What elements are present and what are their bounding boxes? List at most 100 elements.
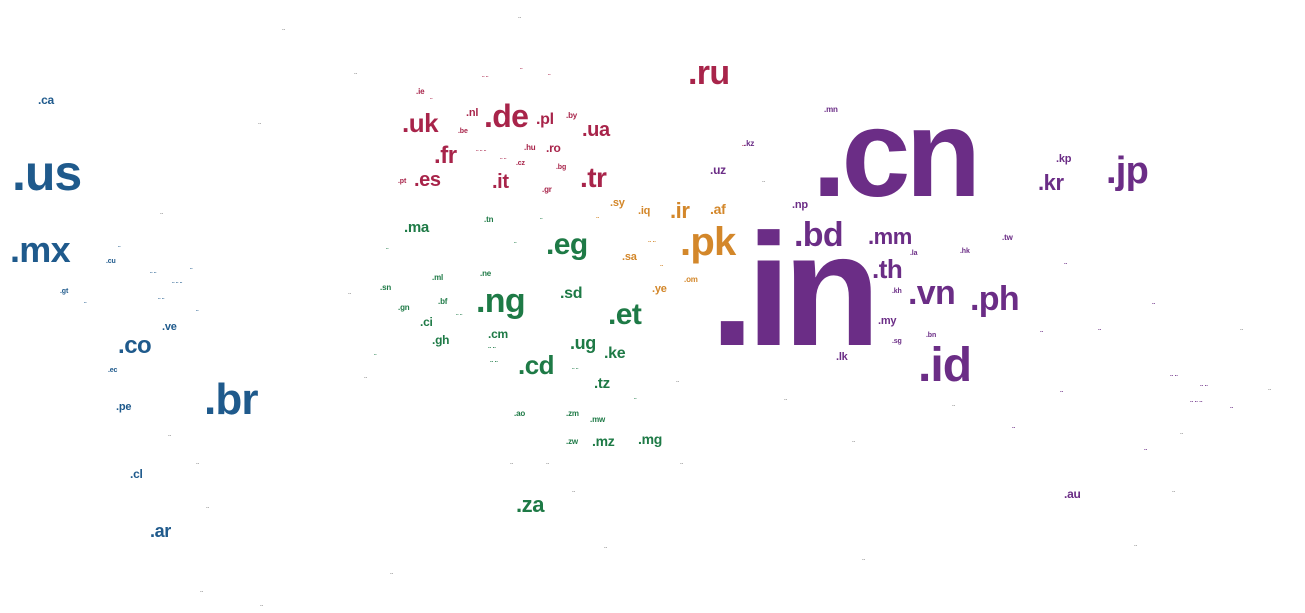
tld-my: .my [878,315,897,327]
tld-np: .np [792,199,808,211]
tld-es: .es [414,169,441,191]
tld-tn: .tn [484,215,494,224]
tld-minor: .. .. .. [476,147,487,153]
tld-sy: .sy [610,197,625,209]
tld-ec: .ec [108,367,118,374]
tld-minor: .. .. [490,358,498,364]
tld-bd: .bd [794,216,844,254]
tld-tr: .tr [580,162,607,193]
tld-hk: .hk [960,248,970,255]
tld-sd: .sd [560,285,583,302]
tld-minor: .. [520,65,523,71]
tld-br: .br [204,375,258,424]
tld-minor: .. [196,460,200,466]
tld-cn: .cn [812,85,981,223]
tld-minor: .. [190,265,193,271]
tld-minor: .. [518,14,522,20]
tld-fr: .fr [434,142,457,169]
tld-mw: .mw [590,415,606,424]
tld-minor: .. .. .. [1190,398,1203,404]
tld-cz: .cz [516,160,525,167]
tld-ao: .ao [514,409,526,418]
tld-ie: .ie [416,87,425,96]
tld-minor: .. [660,262,664,268]
tld-minor: .. [282,26,286,32]
tld-sa: .sa [622,251,637,263]
tld-pe: .pe [116,401,132,413]
tld-kh: .kh [892,288,902,295]
tld-minor: .. [364,374,368,380]
tld-mg: .mg [638,431,663,447]
tld-gt: .gt [60,288,69,295]
tld-ve: .ve [162,321,177,333]
tld-ug: .ug [570,333,596,353]
tld-eg: .eg [546,228,588,261]
tld-minor: .. [1064,260,1068,266]
tld-in: .in [710,200,881,379]
tld-minor: .. [572,488,576,494]
tld-minor: .. [1152,300,1156,306]
tld-minor: .. [852,438,856,444]
tld-minor: .. [206,504,210,510]
tld-ci: .ci [420,315,433,329]
tld-ca: .ca [38,93,54,107]
tld-ng: .ng [476,282,526,320]
tld-minor: .. [84,299,87,305]
tld-minor: .. .. [648,238,656,244]
tld-cu: .cu [106,258,116,265]
tld-minor: .. [348,290,352,296]
tld-jp: .jp [1106,150,1149,192]
tld-minor: .. [546,460,550,466]
tld-be: .be [458,128,468,135]
tld-uk: .uk [402,108,439,138]
tld-uz: .uz [710,163,726,177]
tld-minor: .. [1180,430,1184,436]
tld-minor: .. .. [150,269,157,275]
tld-ne: .ne [480,269,492,278]
tld-mm: .mm [868,224,912,249]
tld-bf: .bf [438,297,448,306]
tld-minor: .. [548,71,551,77]
tld-minor: .. [260,602,264,608]
tld-minor: .. [160,210,164,216]
tld-tz: .tz [594,375,610,392]
tld-it: .it [492,171,509,193]
tld-minor: .. .. [482,73,489,79]
tld-zm: .zm [566,409,579,418]
tld-minor: .. [1230,404,1234,410]
tld-minor: .. [354,70,358,76]
tld-minor: .. [784,396,788,402]
tld-minor: .. [386,245,389,251]
tld-minor: .. [596,214,600,220]
tld-cd: .cd [518,350,555,380]
tld-zw: .zw [566,437,578,446]
tld-minor: .. .. [488,344,496,350]
tld-pl: .pl [536,111,554,128]
tld-vn: .vn [908,274,956,312]
tld-gn: .gn [398,303,410,312]
tld-minor: .. [862,556,866,562]
tld-bg: .bg [556,164,567,171]
tld-de: .de [484,98,529,134]
tld-minor: .. [1144,446,1148,452]
tld-kz: .kz [744,139,755,148]
tld-minor: .. .. [1200,382,1208,388]
tld-ir: .ir [670,198,690,223]
tld-hu: .hu [524,143,536,152]
tld-iq: .iq [638,205,651,217]
tld-by: .by [566,111,578,120]
tld-minor: .. [200,588,204,594]
tld-minor: .. .. [572,365,579,371]
tld-ma: .ma [404,219,429,236]
tld-ru: .ru [688,54,730,92]
tld-minor: .. [540,215,543,221]
tld-minor: .. .. [1170,372,1178,378]
tld-minor: .. [514,239,517,245]
tld-sg: .sg [892,338,902,345]
tld-minor: .. [1060,388,1064,394]
tld-minor: .. [430,95,433,101]
tld-minor: .. [196,307,199,313]
tld-za: .za [516,492,545,517]
tld-ml: .ml [432,273,444,282]
